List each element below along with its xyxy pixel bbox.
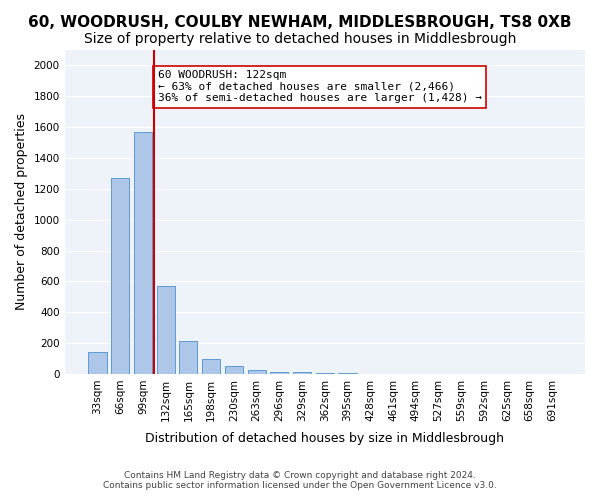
Bar: [157, 286, 175, 374]
Bar: [134, 132, 152, 374]
Text: 60, WOODRUSH, COULBY NEWHAM, MIDDLESBROUGH, TS8 0XB: 60, WOODRUSH, COULBY NEWHAM, MIDDLESBROU…: [28, 15, 572, 30]
Bar: [179, 340, 197, 374]
Bar: [88, 352, 107, 374]
Bar: [225, 366, 243, 374]
Text: 60 WOODRUSH: 122sqm
← 63% of detached houses are smaller (2,466)
36% of semi-det: 60 WOODRUSH: 122sqm ← 63% of detached ho…: [158, 70, 482, 103]
Bar: [111, 178, 129, 374]
Bar: [270, 372, 289, 374]
Y-axis label: Number of detached properties: Number of detached properties: [15, 114, 28, 310]
Text: Size of property relative to detached houses in Middlesbrough: Size of property relative to detached ho…: [84, 32, 516, 46]
Text: Contains HM Land Registry data © Crown copyright and database right 2024.
Contai: Contains HM Land Registry data © Crown c…: [103, 470, 497, 490]
Bar: [293, 372, 311, 374]
Bar: [316, 373, 334, 374]
Bar: [202, 360, 220, 374]
Bar: [338, 373, 356, 374]
Bar: [248, 370, 266, 374]
X-axis label: Distribution of detached houses by size in Middlesbrough: Distribution of detached houses by size …: [145, 432, 505, 445]
